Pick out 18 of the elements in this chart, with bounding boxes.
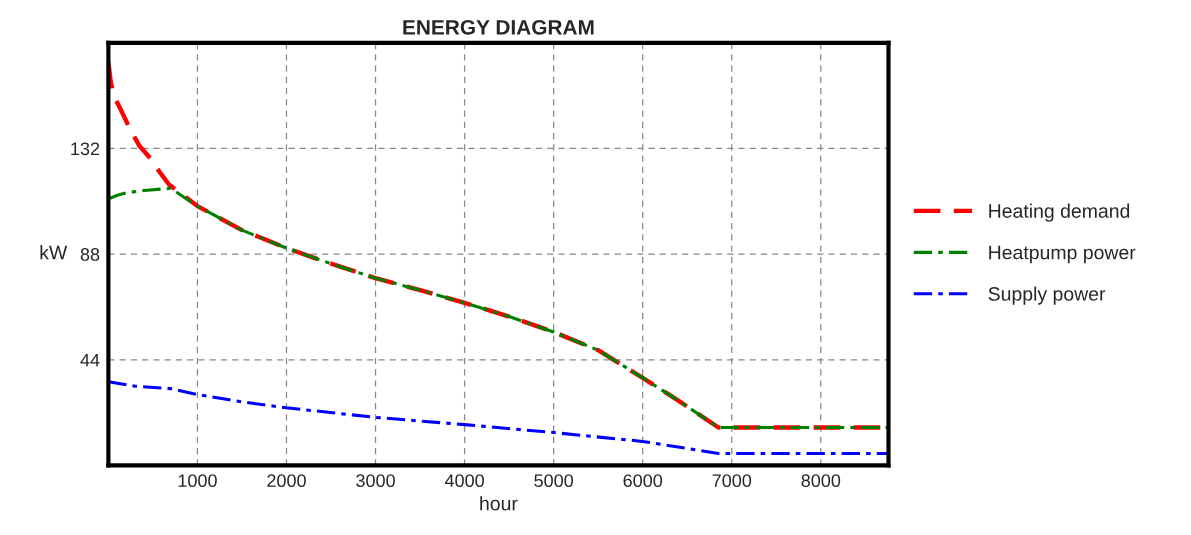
x-tick-label: 2000: [267, 474, 306, 488]
y-tick-label: 88: [80, 248, 100, 261]
legend-label: Heatpump power: [989, 245, 1136, 264]
x-tick-label: 3000: [356, 474, 395, 488]
legend-label: Heating demand: [989, 203, 1130, 222]
x-tick-label: 4000: [444, 474, 484, 488]
x-tick-label: 6000: [623, 474, 663, 488]
y-tick-label: 44: [80, 353, 100, 367]
x-tick-label: 7000: [712, 474, 752, 488]
legend-label: Supply power: [988, 286, 1106, 305]
y-tick-label: 132: [71, 142, 100, 156]
chart-title: ENERGY DIAGRAM: [403, 19, 594, 35]
x-axis-title: hour: [480, 496, 518, 511]
x-tick-label: 1000: [178, 474, 217, 488]
x-tick-label: 5000: [534, 474, 574, 488]
line-series: [108, 380, 889, 455]
y-axis-title: kW: [40, 245, 68, 260]
x-tick-label: 8000: [801, 474, 841, 488]
